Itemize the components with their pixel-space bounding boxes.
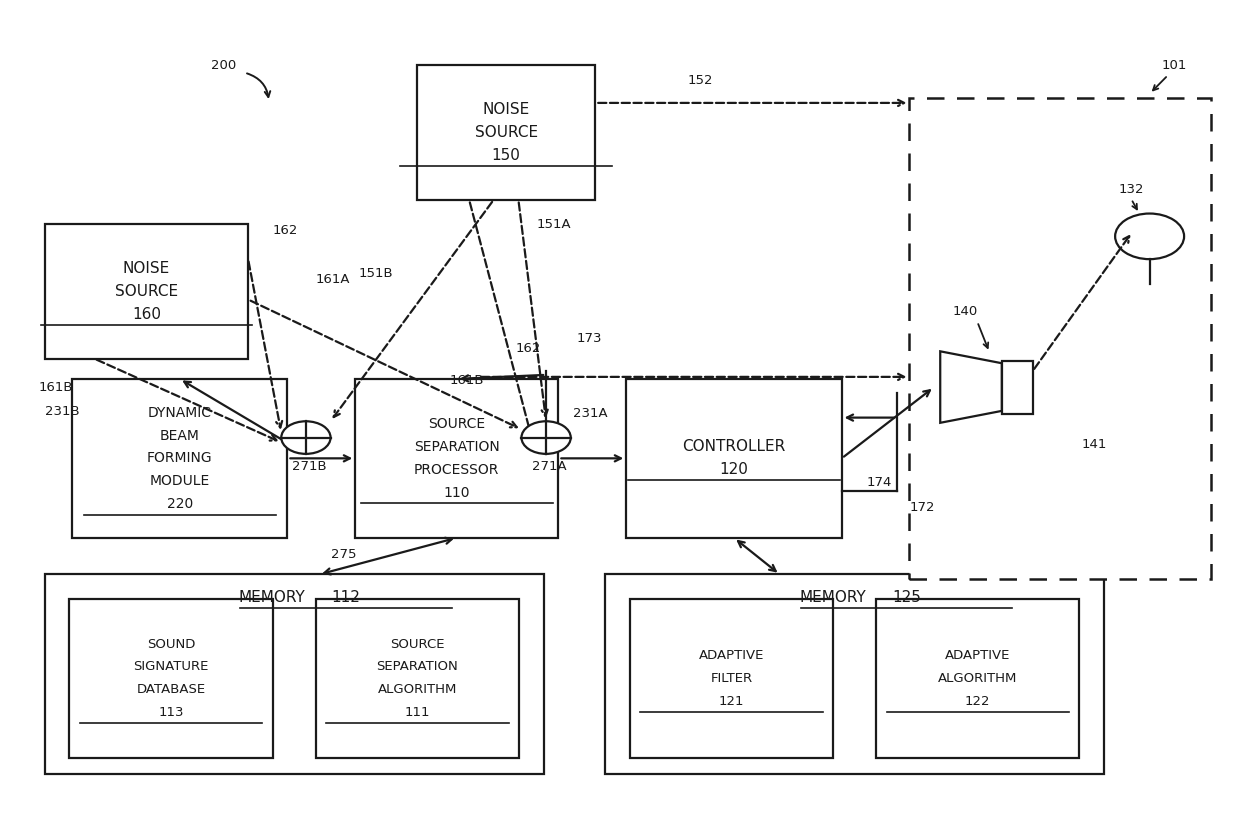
- Text: SEPARATION: SEPARATION: [414, 440, 500, 454]
- Text: 220: 220: [166, 497, 192, 511]
- Text: PROCESSOR: PROCESSOR: [414, 463, 500, 477]
- Text: SOURCE: SOURCE: [475, 125, 538, 140]
- Text: BEAM: BEAM: [160, 429, 200, 443]
- Text: FORMING: FORMING: [146, 451, 212, 465]
- Text: 141: 141: [1081, 438, 1107, 450]
- Text: 121: 121: [719, 695, 744, 708]
- Text: 200: 200: [211, 58, 237, 72]
- Bar: [45, 224, 248, 359]
- Text: 140: 140: [952, 305, 978, 319]
- Text: ADAPTIVE: ADAPTIVE: [945, 649, 1011, 662]
- Text: 174: 174: [867, 477, 892, 490]
- Text: FILTER: FILTER: [711, 672, 753, 685]
- Bar: [45, 574, 543, 774]
- Text: 160: 160: [131, 307, 161, 322]
- Text: NOISE: NOISE: [123, 261, 170, 276]
- Text: 113: 113: [159, 706, 184, 719]
- Text: 173: 173: [577, 332, 603, 345]
- Text: DATABASE: DATABASE: [136, 683, 206, 696]
- Text: MEMORY: MEMORY: [238, 590, 305, 605]
- Text: SEPARATION: SEPARATION: [377, 660, 459, 673]
- Text: 150: 150: [491, 148, 521, 163]
- Text: ALGORITHM: ALGORITHM: [378, 683, 458, 696]
- Text: 172: 172: [909, 500, 935, 514]
- Text: 120: 120: [719, 463, 749, 477]
- Bar: [630, 599, 833, 758]
- Text: 275: 275: [331, 547, 357, 560]
- Text: ALGORITHM: ALGORITHM: [939, 672, 1018, 685]
- Bar: [605, 574, 1104, 774]
- Text: SOURCE: SOURCE: [428, 417, 485, 431]
- Text: 161B: 161B: [450, 374, 485, 387]
- Text: 122: 122: [965, 695, 991, 708]
- Circle shape: [522, 421, 570, 453]
- Text: 161A: 161A: [316, 272, 350, 286]
- Text: 231A: 231A: [573, 407, 608, 420]
- Text: 125: 125: [892, 590, 921, 605]
- Bar: [72, 379, 288, 537]
- Text: SIGNATURE: SIGNATURE: [134, 660, 208, 673]
- Text: ADAPTIVE: ADAPTIVE: [699, 649, 764, 662]
- Text: 110: 110: [444, 486, 470, 500]
- Text: 132: 132: [1118, 183, 1145, 196]
- Bar: [877, 599, 1079, 758]
- Text: SOURCE: SOURCE: [115, 284, 179, 299]
- Text: SOURCE: SOURCE: [391, 638, 445, 651]
- Text: 152: 152: [688, 73, 713, 86]
- Text: SOUND: SOUND: [146, 638, 195, 651]
- Text: 271A: 271A: [532, 459, 567, 472]
- Text: MODULE: MODULE: [150, 474, 210, 488]
- Text: CONTROLLER: CONTROLLER: [682, 439, 786, 454]
- Circle shape: [281, 421, 331, 453]
- Text: 112: 112: [331, 590, 361, 605]
- Bar: [909, 98, 1211, 579]
- Text: 111: 111: [404, 706, 430, 719]
- Bar: [69, 599, 273, 758]
- Text: DYNAMIC: DYNAMIC: [148, 406, 212, 420]
- Bar: [316, 599, 520, 758]
- Bar: [355, 379, 558, 537]
- Text: 162: 162: [273, 224, 298, 237]
- Bar: [417, 65, 595, 200]
- Text: 151B: 151B: [358, 267, 393, 280]
- Text: 101: 101: [1162, 58, 1188, 72]
- Text: MEMORY: MEMORY: [799, 590, 866, 605]
- Text: 162: 162: [516, 342, 541, 355]
- Text: 231B: 231B: [45, 405, 79, 418]
- Text: 161B: 161B: [38, 380, 73, 393]
- Text: NOISE: NOISE: [482, 102, 529, 117]
- Bar: [626, 379, 842, 537]
- Bar: [1002, 360, 1033, 413]
- Text: 271B: 271B: [293, 459, 327, 472]
- Text: 151A: 151A: [537, 217, 572, 230]
